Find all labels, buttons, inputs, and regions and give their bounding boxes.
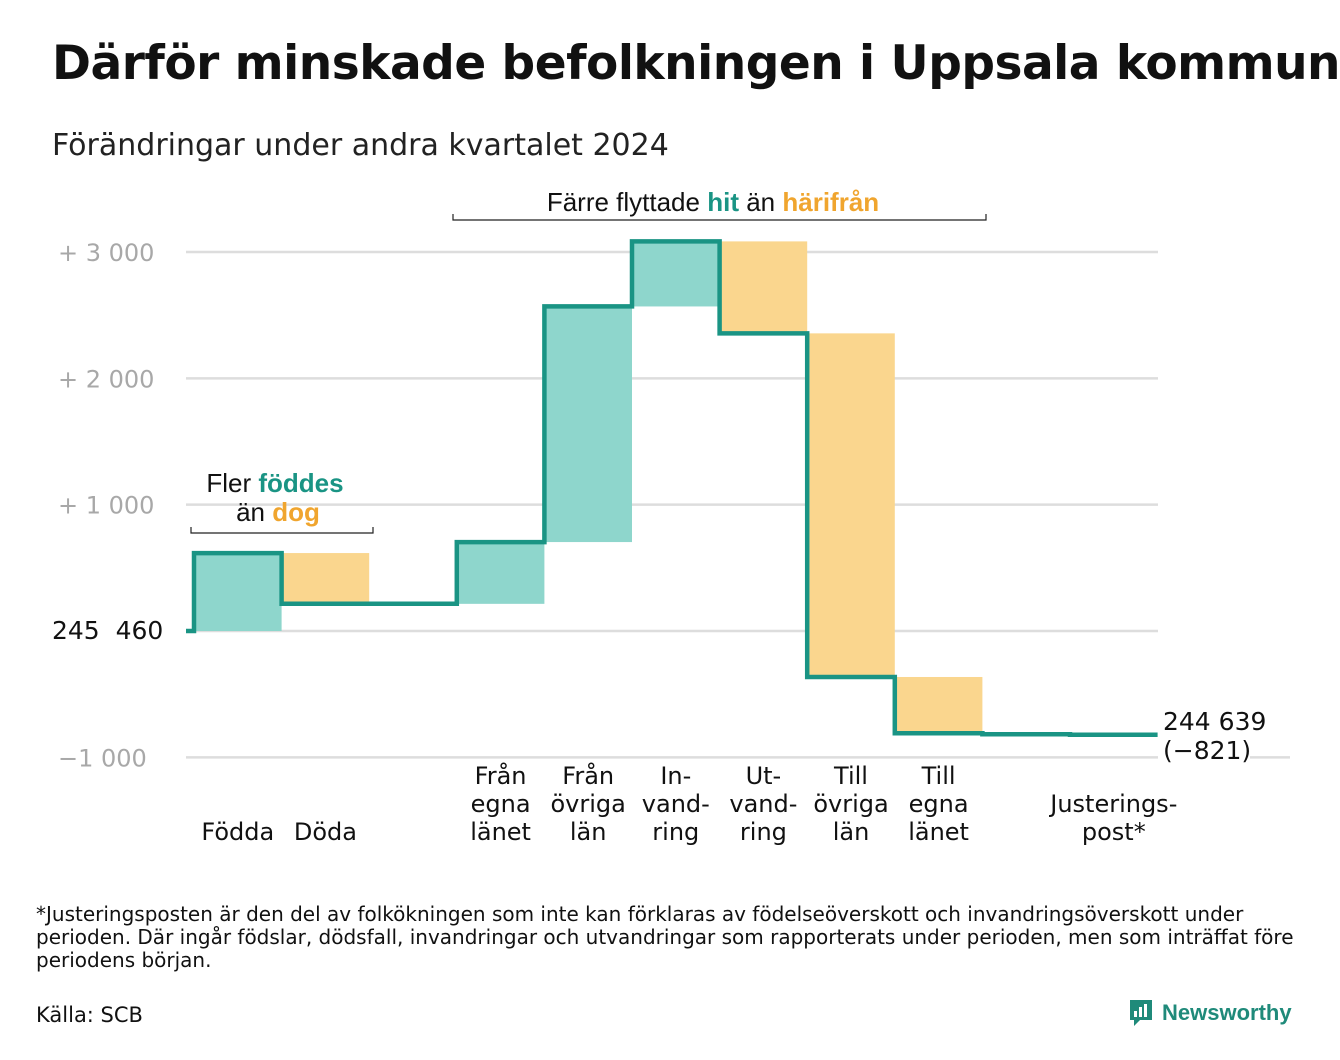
footnote: *Justeringsposten är den del av folkökni… bbox=[36, 902, 1294, 972]
bar bbox=[807, 333, 895, 677]
cumulative-step-line bbox=[186, 239, 1158, 737]
bar bbox=[894, 676, 983, 734]
x-tick-label: Döda bbox=[294, 818, 357, 846]
bar bbox=[281, 553, 370, 604]
x-tick-label: Ut-vand-ring bbox=[729, 762, 797, 846]
moves-annotation-highlight-harifran: härifrån bbox=[782, 187, 879, 217]
waterfall-chart: + 3 000 + 2 000 + 1 000 −1 000 Födda Döda Frå… bbox=[52, 187, 1290, 846]
y-tick-label: + 3 000 bbox=[58, 239, 154, 267]
chart-subtitle: Förändringar under andra kvartalet 2024 bbox=[52, 128, 669, 163]
y-tick-label: −1 000 bbox=[58, 744, 147, 772]
x-tick-label: Från övriga län bbox=[551, 761, 626, 846]
moves-annotation: Färre flyttade hit än härifrån bbox=[452, 187, 987, 221]
newsworthy-logo-text: Newsworthy bbox=[1162, 1000, 1292, 1025]
y-tick-label: + 1 000 bbox=[58, 492, 154, 520]
source: Källa: SCB bbox=[36, 1003, 143, 1027]
moves-annotation-bracket bbox=[452, 214, 987, 221]
born-annotation-text1: Fler bbox=[206, 468, 258, 498]
x-tick-label: Till egna länet bbox=[908, 762, 969, 846]
chart-title: Därför minskade befolkningen i Uppsala k… bbox=[52, 36, 1340, 91]
x-tick-label: Justerings-post* bbox=[1048, 790, 1177, 846]
x-tick-label: Till övriga län bbox=[813, 762, 888, 846]
bar bbox=[456, 542, 545, 604]
bar bbox=[719, 241, 808, 334]
born-annotation-text2: än bbox=[236, 497, 272, 527]
y-tick-label: + 2 000 bbox=[58, 365, 154, 393]
bar bbox=[632, 241, 720, 307]
bar bbox=[194, 553, 282, 631]
born-annotation-highlight-fodda: föddes bbox=[258, 468, 343, 498]
start-value-label: 245 460 bbox=[52, 616, 163, 645]
x-axis-labels: Födda Döda Från egna länet Från övriga länIn-va… bbox=[201, 761, 1177, 846]
x-tick-label: Från egna länet bbox=[470, 761, 531, 846]
svg-text:Fler föddes: Fler föddes bbox=[206, 468, 343, 498]
moves-annotation-text2: än bbox=[739, 187, 782, 217]
step-line bbox=[186, 239, 1158, 737]
newsworthy-logo: Newsworthy bbox=[1128, 998, 1292, 1028]
end-change-label: (−821) bbox=[1163, 736, 1251, 765]
born-annotation-bracket bbox=[190, 527, 374, 534]
y-axis-ticks: + 3 000 + 2 000 + 1 000 −1 000 bbox=[58, 239, 154, 772]
bar bbox=[544, 306, 632, 543]
newsworthy-logo-icon bbox=[1130, 1000, 1152, 1026]
x-tick-label: In-vand-ring bbox=[642, 762, 710, 846]
svg-text:än dog: än dog bbox=[236, 497, 320, 527]
end-value-label: 244 639 bbox=[1163, 707, 1266, 736]
bars bbox=[194, 241, 983, 734]
born-annotation-highlight-dog: dog bbox=[272, 497, 320, 527]
born-annotation: Fler föddes än dog bbox=[190, 468, 374, 534]
moves-annotation-highlight-hit: hit bbox=[707, 187, 739, 217]
moves-annotation-text1: Färre flyttade bbox=[547, 187, 707, 217]
svg-text:Färre flyttade hit än härifrån: Färre flyttade hit än härifrån bbox=[547, 187, 879, 217]
x-tick-label: Födda bbox=[201, 818, 274, 846]
